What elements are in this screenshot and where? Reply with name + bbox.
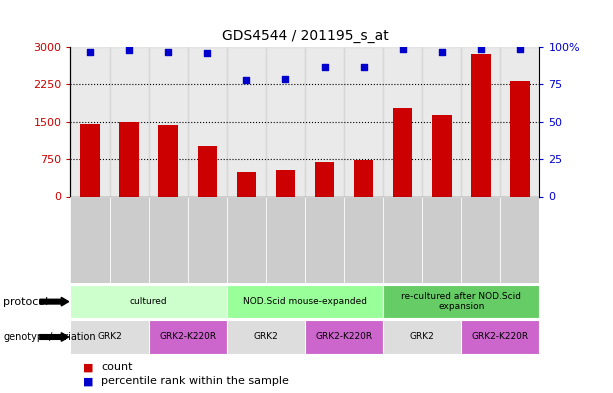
- Bar: [462, 320, 539, 354]
- Bar: [227, 47, 266, 196]
- Bar: [305, 320, 383, 354]
- Bar: [188, 196, 227, 283]
- Text: count: count: [101, 362, 132, 373]
- Bar: [110, 196, 149, 283]
- Bar: [432, 115, 452, 196]
- Bar: [70, 285, 227, 318]
- Bar: [383, 320, 462, 354]
- Point: [242, 77, 251, 83]
- Point: [85, 48, 95, 55]
- Bar: [237, 172, 256, 196]
- Bar: [462, 196, 500, 283]
- Bar: [393, 108, 413, 196]
- Point: [515, 46, 525, 52]
- Bar: [344, 47, 383, 196]
- Bar: [462, 47, 500, 196]
- Bar: [80, 124, 100, 196]
- Text: ■: ■: [83, 362, 93, 373]
- Bar: [149, 47, 188, 196]
- Bar: [149, 196, 188, 283]
- Bar: [70, 196, 110, 283]
- Text: re-cultured after NOD.Scid
expansion: re-cultured after NOD.Scid expansion: [402, 292, 521, 311]
- Bar: [422, 196, 462, 283]
- Point: [359, 63, 368, 70]
- Point: [281, 75, 291, 82]
- Bar: [266, 196, 305, 283]
- Bar: [500, 47, 539, 196]
- Bar: [422, 47, 462, 196]
- Bar: [383, 285, 539, 318]
- Bar: [500, 196, 539, 283]
- Text: cultured: cultured: [130, 297, 167, 306]
- Text: GRK2: GRK2: [254, 332, 278, 342]
- Bar: [149, 320, 227, 354]
- Text: genotype/variation: genotype/variation: [3, 332, 96, 342]
- Bar: [227, 196, 266, 283]
- Bar: [510, 81, 530, 196]
- Text: GRK2-K220R: GRK2-K220R: [159, 332, 216, 342]
- Bar: [70, 47, 110, 196]
- Point: [319, 63, 329, 70]
- Text: GRK2: GRK2: [97, 332, 122, 342]
- Point: [476, 46, 485, 52]
- Bar: [266, 47, 305, 196]
- Bar: [314, 162, 334, 196]
- Bar: [354, 160, 373, 196]
- Point: [124, 47, 134, 53]
- Text: ■: ■: [83, 376, 93, 386]
- Point: [163, 48, 173, 55]
- Bar: [344, 196, 383, 283]
- Text: protocol: protocol: [3, 297, 48, 307]
- Bar: [276, 170, 295, 196]
- Point: [437, 48, 447, 55]
- Bar: [305, 47, 344, 196]
- Text: GRK2-K220R: GRK2-K220R: [316, 332, 373, 342]
- Bar: [383, 196, 422, 283]
- Bar: [227, 320, 305, 354]
- Point: [398, 46, 408, 52]
- Bar: [120, 122, 139, 196]
- Point: [202, 50, 212, 56]
- Text: NOD.Scid mouse-expanded: NOD.Scid mouse-expanded: [243, 297, 367, 306]
- Text: GRK2-K220R: GRK2-K220R: [472, 332, 529, 342]
- Bar: [70, 320, 149, 354]
- Bar: [383, 47, 422, 196]
- Bar: [188, 47, 227, 196]
- Bar: [110, 47, 149, 196]
- Bar: [158, 125, 178, 196]
- Text: GRK2: GRK2: [410, 332, 435, 342]
- Title: GDS4544 / 201195_s_at: GDS4544 / 201195_s_at: [221, 29, 389, 43]
- Bar: [471, 54, 490, 196]
- Bar: [197, 146, 217, 196]
- Bar: [305, 196, 344, 283]
- Bar: [227, 285, 383, 318]
- Text: percentile rank within the sample: percentile rank within the sample: [101, 376, 289, 386]
